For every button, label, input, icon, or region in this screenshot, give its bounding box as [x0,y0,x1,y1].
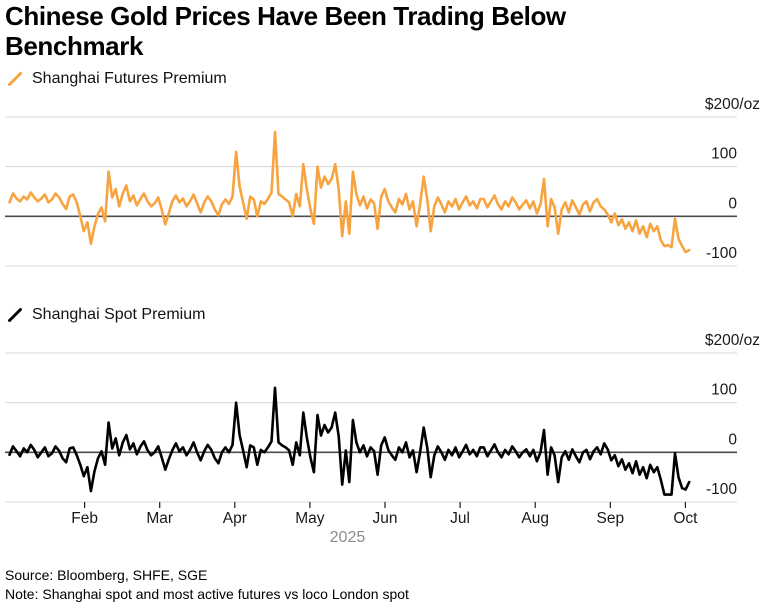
note-line: Note: Shanghai spot and most active futu… [5,586,409,602]
legend-futures-label: Shanghai Futures Premium [32,70,227,87]
y-tick-label: $200/oz [705,96,760,113]
x-tick-label: Sep [597,510,625,527]
x-axis-year-label: 2025 [330,529,366,546]
y-tick-label: 100 [711,146,737,163]
x-tick-label: Jun [373,510,398,527]
futures-premium-chart: $200/oz 100 0 -100 [5,96,760,267]
footer: Source: Bloomberg, SHFE, SGE Note: Shang… [5,566,409,604]
x-tick-label: Feb [71,510,98,527]
y-tick-label: -100 [706,481,737,498]
y-tick-label: 0 [728,195,737,212]
x-tick-label: Aug [521,510,549,527]
x-tick-label: Jul [450,510,470,527]
legend-futures: Shanghai Futures Premium [7,70,227,88]
spot-series-slash-icon [8,308,22,322]
legend-spot-label: Shanghai Spot Premium [32,306,206,323]
chart-title: Chinese Gold Prices Have Been Trading Be… [5,1,566,61]
y-tick-label: 0 [728,431,737,448]
y-tick-label: -100 [706,245,737,262]
series-line [8,130,691,254]
futures-series-slash-icon [8,72,22,86]
y-tick-label: 100 [711,382,737,399]
x-tick-label: Oct [673,510,698,527]
x-tick-label: Apr [223,510,247,527]
y-tick-label: $200/oz [705,332,760,349]
spot-premium-chart: $200/oz 100 0 -100 Feb Mar Apr May Jun Jul Aug Sep O… [5,332,760,546]
source-line: Source: Bloomberg, SHFE, SGE [5,567,208,583]
series-line [8,386,691,496]
x-tick-label: Mar [146,510,173,527]
legend-spot: Shanghai Spot Premium [7,306,205,324]
x-tick-label: May [295,510,325,527]
